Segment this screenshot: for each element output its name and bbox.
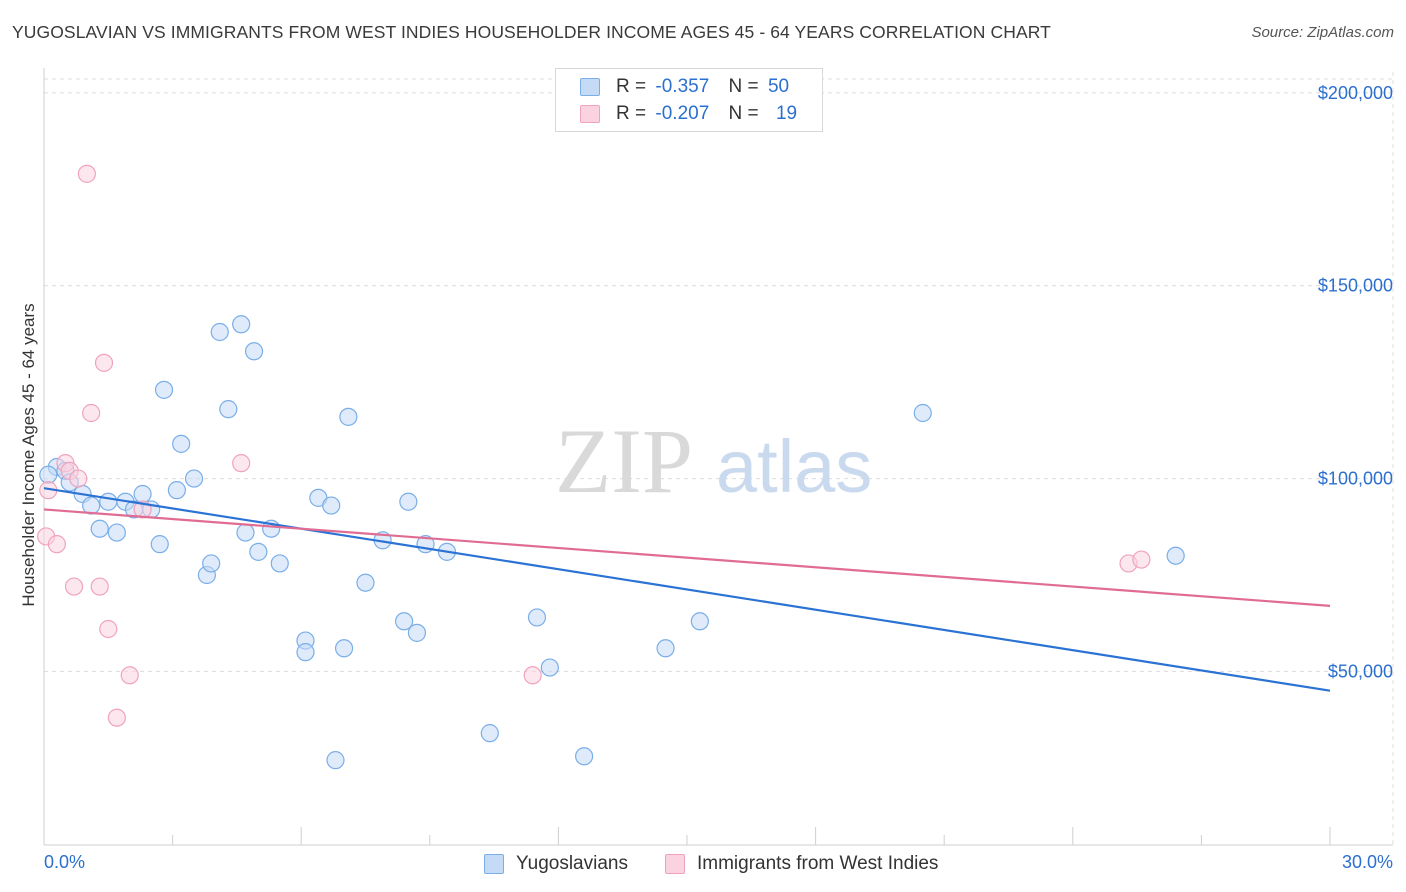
west-indies-point bbox=[69, 469, 88, 488]
west-indies-point bbox=[94, 353, 114, 372]
watermark-atlas: atlas bbox=[716, 425, 872, 508]
yugoslavian-point bbox=[339, 407, 358, 426]
west-indies-point bbox=[90, 577, 109, 596]
legend-r-value: -0.207 bbox=[655, 103, 710, 124]
trend-layer bbox=[43, 487, 1331, 692]
yugoslavian-point bbox=[407, 623, 427, 642]
source-label: Source: ZipAtlas.com bbox=[1251, 24, 1394, 41]
yugoslavian-point bbox=[90, 519, 109, 538]
legend-swatch-pink bbox=[580, 105, 600, 123]
yugoslavian-point bbox=[296, 643, 315, 662]
yugoslavian-point bbox=[394, 612, 414, 631]
yugoslavian-point bbox=[210, 322, 229, 342]
bottom-legend-swatch-pink bbox=[665, 854, 685, 874]
yugoslavian-point bbox=[232, 315, 251, 334]
legend-r-value: -0.357 bbox=[655, 76, 710, 97]
west-indies-trend-line bbox=[43, 508, 1331, 607]
y-tick-label: $200,000 bbox=[1318, 83, 1393, 103]
legend-swatch-blue bbox=[580, 78, 600, 96]
west-indies-point bbox=[1132, 550, 1151, 569]
yugoslavian-point bbox=[150, 535, 169, 554]
y-tick-label: $100,000 bbox=[1318, 469, 1393, 489]
yugoslavian-point bbox=[82, 496, 101, 515]
yugoslavian-point bbox=[244, 342, 264, 361]
legend-n-label: N = bbox=[728, 103, 759, 124]
yugoslavian-point bbox=[202, 554, 221, 573]
yugoslavian-point bbox=[334, 639, 354, 658]
y-tick-label: $50,000 bbox=[1328, 661, 1393, 681]
chart-title: YUGOSLAVIAN VS IMMIGRANTS FROM WEST INDI… bbox=[12, 22, 1051, 42]
yugoslavian-point bbox=[249, 542, 268, 561]
west-indies-point bbox=[107, 708, 126, 727]
label-layer: $50,000 $100,000 $150,000 $200,000 0.0% 30.0%… bbox=[19, 83, 1393, 872]
axis-layer bbox=[43, 68, 1393, 846]
yugoslavian-point bbox=[219, 400, 238, 419]
legend-n-value: 50 bbox=[767, 76, 790, 97]
yugoslavian-point bbox=[480, 724, 499, 743]
yugoslavian-point bbox=[656, 639, 675, 658]
x-tick-label: 0.0% bbox=[44, 852, 85, 872]
yugoslavian-point bbox=[172, 434, 191, 453]
bottom-legend-label: Immigrants from West Indies bbox=[697, 853, 939, 874]
yugoslavian-point bbox=[575, 747, 594, 766]
west-indies-point bbox=[99, 619, 118, 639]
west-indies-point bbox=[47, 535, 66, 554]
legend-n-value: 19 bbox=[775, 103, 798, 124]
west-indies-point bbox=[82, 403, 101, 423]
yugoslavian-point bbox=[167, 481, 186, 500]
yugoslavian-point bbox=[527, 608, 547, 627]
yugoslavian-point bbox=[322, 496, 341, 515]
y-tick-label: $150,000 bbox=[1318, 276, 1393, 296]
watermark-zip: ZIP bbox=[555, 410, 693, 512]
west-indies-point bbox=[523, 666, 542, 685]
legend-n-label: N = bbox=[728, 76, 759, 97]
west-indies-point bbox=[120, 666, 139, 685]
bottom-legend-label: Yugoslavians bbox=[516, 853, 628, 874]
yugoslavian-point bbox=[184, 469, 204, 488]
yugoslavian-point bbox=[39, 465, 58, 484]
yugoslavian-point bbox=[690, 612, 709, 631]
yugoslavian-point bbox=[326, 751, 345, 770]
correlation-legend: R = -0.357 N = 50 R = -0.207 N = 19 bbox=[555, 68, 823, 132]
watermark: ZIP atlas bbox=[555, 410, 872, 512]
yugoslavian-point bbox=[913, 403, 932, 423]
yugoslavian-point bbox=[399, 492, 418, 511]
legend-r-label: R = bbox=[616, 76, 647, 97]
legend-r-label: R = bbox=[616, 103, 647, 124]
yugoslavian-point bbox=[270, 554, 289, 573]
x-tick-label: 30.0% bbox=[1342, 852, 1393, 872]
west-indies-point bbox=[64, 577, 84, 596]
west-indies-point bbox=[232, 454, 251, 473]
west-indies-point bbox=[77, 164, 96, 183]
yugoslavian-point bbox=[154, 380, 174, 399]
yugoslavian-point bbox=[107, 523, 126, 542]
yugoslavian-point bbox=[99, 492, 118, 511]
yugoslavian-point bbox=[356, 573, 375, 592]
yugoslavian-point bbox=[133, 484, 152, 504]
yugoslavian-point bbox=[540, 658, 559, 677]
yugoslavian-point bbox=[236, 523, 255, 542]
yugoslavian-trend-line bbox=[43, 487, 1331, 692]
bottom-legend-swatch-blue bbox=[484, 854, 504, 874]
y-axis-title: Householder Income Ages 45 - 64 years bbox=[19, 303, 38, 606]
yugoslavian-point bbox=[1166, 546, 1185, 565]
